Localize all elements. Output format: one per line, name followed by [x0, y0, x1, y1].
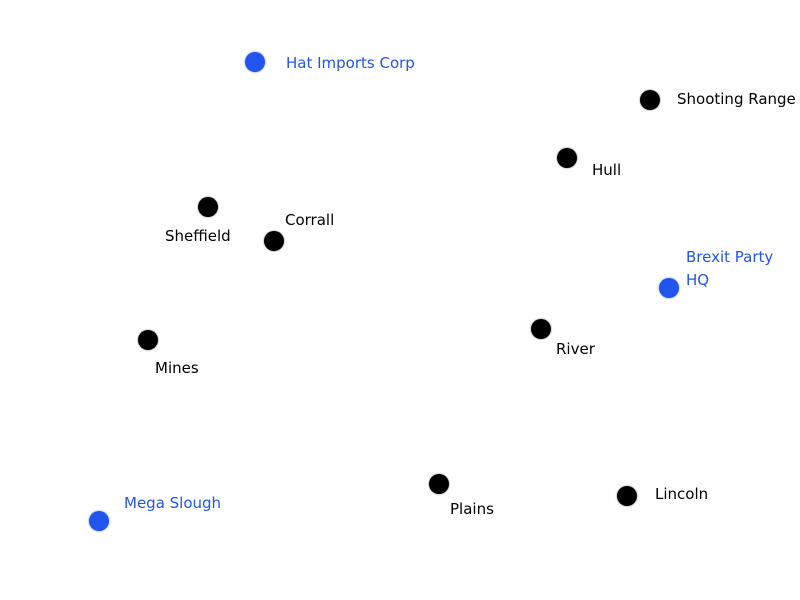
location-marker-lincoln[interactable] — [617, 486, 637, 506]
location-label-brexit-party-hq: Brexit Party HQ — [686, 248, 774, 289]
location-marker-plains[interactable] — [429, 474, 449, 494]
location-marker-hull[interactable] — [557, 148, 577, 168]
location-label-hull: Hull — [592, 161, 622, 179]
location-label-plains: Plains — [450, 500, 494, 518]
location-label-shooting-range: Shooting Range — [677, 90, 796, 108]
location-label-sheffield: Sheffield — [165, 227, 231, 245]
location-label-hat-imports-corp: Hat Imports Corp — [286, 54, 415, 72]
location-marker-shooting-range[interactable] — [640, 90, 660, 110]
location-label-mega-slough: Mega Slough — [124, 494, 222, 512]
location-marker-corrall[interactable] — [264, 231, 284, 251]
location-marker-brexit-party-hq[interactable] — [659, 278, 679, 298]
location-marker-mega-slough[interactable] — [89, 511, 109, 531]
location-marker-sheffield[interactable] — [198, 197, 218, 217]
location-label-lincoln: Lincoln — [655, 485, 709, 503]
location-marker-mines[interactable] — [138, 330, 158, 350]
location-label-river: River — [556, 340, 595, 358]
location-label-mines: Mines — [155, 359, 199, 377]
location-marker-river[interactable] — [531, 319, 551, 339]
location-label-corrall: Corrall — [285, 211, 335, 229]
location-marker-hat-imports-corp[interactable] — [245, 52, 265, 72]
